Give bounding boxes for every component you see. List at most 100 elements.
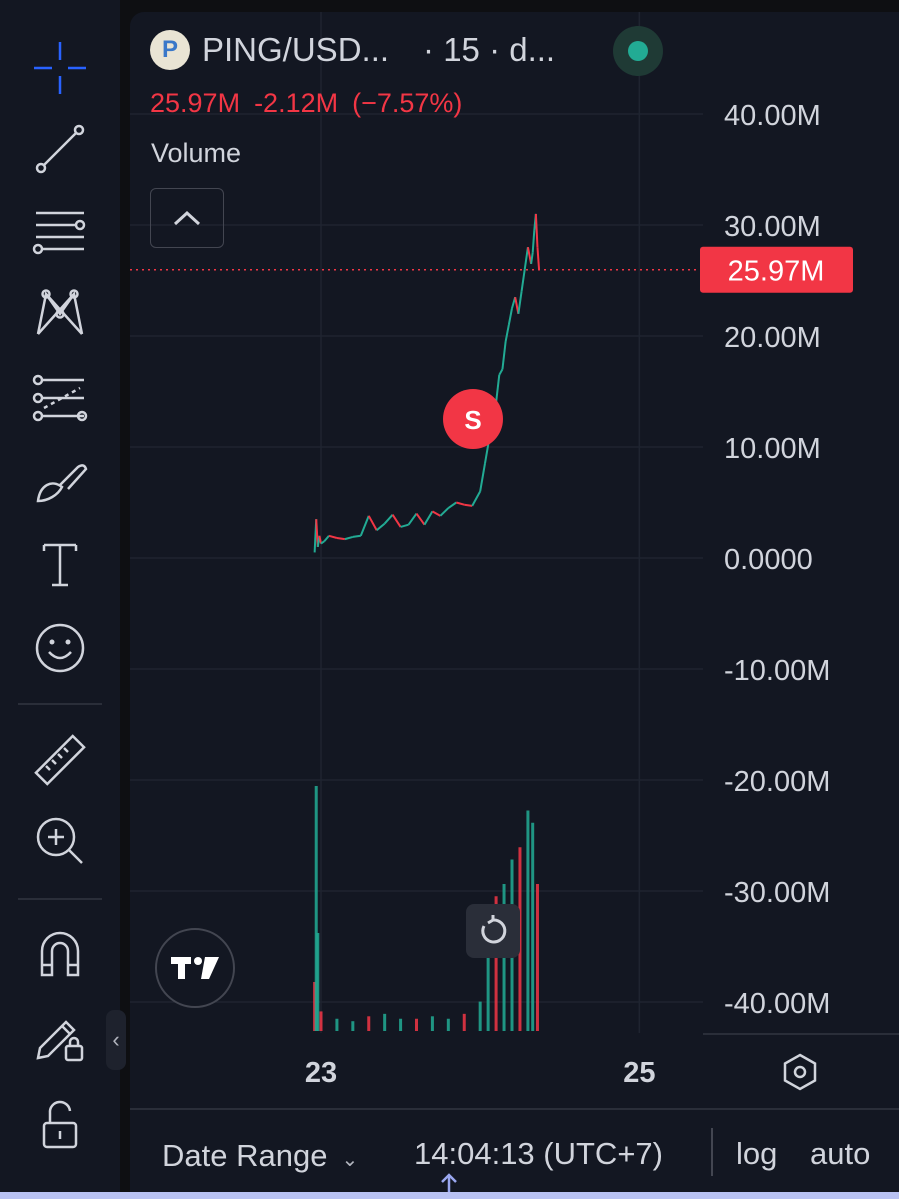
date-range-label: Date Range <box>162 1138 328 1173</box>
price-segment <box>534 213 539 248</box>
price-segment <box>336 537 346 541</box>
x-tick-label: 25 <box>623 1057 655 1089</box>
chart-panel[interactable]: 40.00M 30.00M 20.00M 10.00M 0.0000 -10.00M -20… <box>130 12 899 1108</box>
volume-bar <box>531 822 535 1031</box>
bottom-highlight-strip <box>0 1192 899 1199</box>
y-tick-label: -40.00M <box>724 988 830 1020</box>
price-segment <box>471 490 482 507</box>
forecast-icon[interactable] <box>20 368 100 428</box>
brush-icon[interactable] <box>20 453 100 513</box>
fib-retracement-icon[interactable] <box>20 203 100 263</box>
price-segment <box>447 501 457 509</box>
y-tick-label: 30.00M <box>724 211 821 243</box>
trend-line-icon[interactable] <box>20 119 100 179</box>
collapse-toolbar-button[interactable]: ‹ <box>106 1010 126 1070</box>
y-tick-label: 40.00M <box>724 100 821 132</box>
ruler-icon[interactable] <box>20 730 100 790</box>
volume-bar <box>399 1018 403 1031</box>
price-segment <box>383 514 394 525</box>
price-segment <box>520 269 526 292</box>
chart-canvas[interactable]: 40.00M 30.00M 20.00M 10.00M 0.0000 -10.00M -20… <box>130 12 899 1108</box>
chart-settings-icon[interactable] <box>780 1052 820 1097</box>
price-segment <box>320 540 325 545</box>
price-segment <box>498 368 504 376</box>
volume-indicator-label[interactable]: Volume <box>151 138 242 168</box>
price-segment <box>536 247 541 270</box>
date-range-button[interactable]: Date Range ⌄ <box>162 1138 358 1174</box>
lock-drawing-icon[interactable] <box>20 1008 100 1068</box>
price-segment <box>495 374 501 403</box>
symbol-title[interactable]: PING/USD... <box>202 31 390 68</box>
price-segment <box>352 534 361 538</box>
reset-chart-button[interactable] <box>466 904 520 958</box>
drawing-toolbar <box>0 0 120 1199</box>
y-tick-label: -20.00M <box>724 766 830 798</box>
bottom-toolbar: Date Range ⌄ 14:04:13 (UTC+7) log auto <box>130 1108 899 1195</box>
y-tick-label: 10.00M <box>724 433 821 465</box>
volume-bar <box>415 1018 418 1031</box>
price-segment <box>456 501 465 506</box>
price-segment <box>344 535 354 541</box>
timezone-clock[interactable]: 14:04:13 (UTC+7) <box>414 1136 663 1171</box>
price-segment <box>323 535 330 543</box>
y-tick-label: 20.00M <box>724 322 821 354</box>
magnet-icon[interactable] <box>20 925 100 985</box>
volume-bar <box>526 810 530 1031</box>
price-segment <box>439 507 450 517</box>
price-segment <box>464 503 473 507</box>
symbol-logo-icon: P <box>150 30 190 70</box>
sell-signal-label: S <box>464 405 481 435</box>
interval-text[interactable]: · 15 · d... <box>423 31 556 68</box>
price-segment <box>517 291 523 314</box>
price-segment <box>507 308 513 326</box>
sell-signal-marker <box>443 389 503 449</box>
price-legend: 25.97M -2.12M (−7.57%) <box>150 88 476 119</box>
price-segment <box>415 513 426 526</box>
price-segment <box>391 514 402 528</box>
crosshair-icon[interactable] <box>20 38 100 98</box>
price-segment <box>501 341 507 370</box>
collapse-legend-button[interactable] <box>150 188 224 248</box>
time-axis-separator <box>703 1033 899 1035</box>
text-icon[interactable] <box>20 535 100 595</box>
price-segment <box>530 252 534 264</box>
tradingview-logo-icon <box>171 957 219 979</box>
bottom-bar-divider <box>711 1128 713 1176</box>
zoom-in-icon[interactable] <box>20 811 100 871</box>
emoji-icon[interactable] <box>20 618 100 678</box>
volume-bar <box>383 1013 387 1031</box>
toolbar-divider <box>18 703 102 705</box>
price-segment <box>328 534 338 539</box>
y-tick-label: -30.00M <box>724 877 830 909</box>
auto-scale-button[interactable]: auto <box>810 1136 871 1171</box>
price-segment <box>504 324 510 342</box>
volume-bar <box>335 1018 339 1031</box>
volume-bar <box>478 1001 482 1031</box>
last-price: 25.97M <box>150 88 241 118</box>
volume-bar <box>446 1018 450 1031</box>
volume-bar <box>430 1016 434 1031</box>
price-segment <box>479 463 486 492</box>
log-scale-button[interactable]: log <box>736 1136 778 1171</box>
price-segment <box>531 230 536 253</box>
y-tick-label: -10.00M <box>724 655 830 687</box>
price-segment <box>423 510 434 526</box>
symbol-legend[interactable]: P PING/USD... · 15 · d... <box>150 30 555 70</box>
volume-bar <box>462 1013 466 1031</box>
price-segment <box>431 510 441 517</box>
x-tick-label: 23 <box>305 1057 337 1089</box>
volume-bar <box>316 933 320 1031</box>
unlock-icon[interactable] <box>20 1095 100 1155</box>
volume-bar <box>313 982 317 1031</box>
tradingview-logo[interactable] <box>155 928 235 1008</box>
price-segment <box>318 535 322 544</box>
chevron-up-icon <box>173 210 201 226</box>
market-status-icon[interactable] <box>613 26 663 76</box>
price-segment <box>400 523 409 528</box>
volume-bar <box>367 1016 371 1031</box>
xabcd-pattern-icon[interactable] <box>20 284 100 344</box>
price-change-pct: (−7.57%) <box>352 88 463 118</box>
last-price-tag <box>700 246 853 293</box>
chevron-down-icon: ⌄ <box>341 1149 359 1171</box>
